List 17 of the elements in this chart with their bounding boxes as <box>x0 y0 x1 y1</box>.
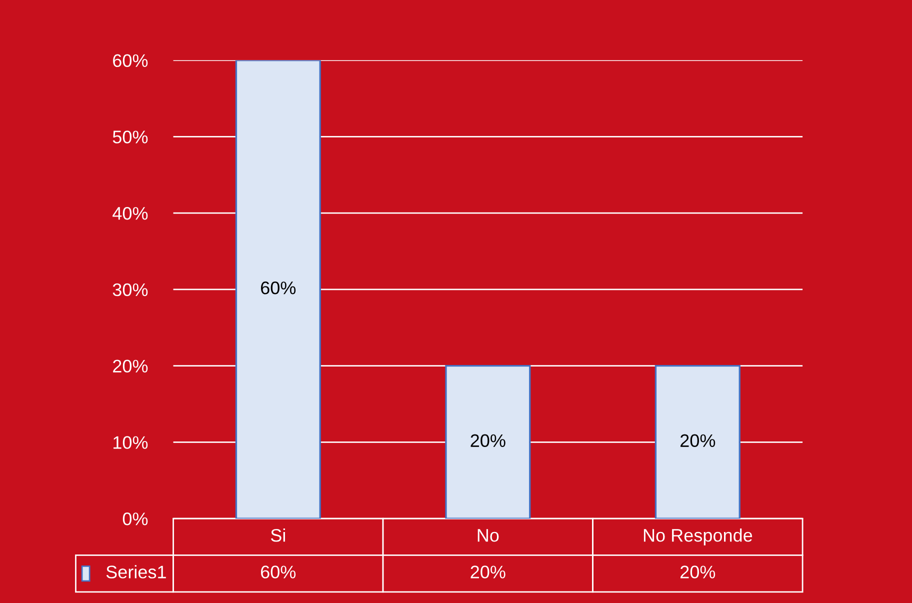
x-tick-label: No <box>478 529 499 542</box>
text: 20% <box>470 434 506 448</box>
y-tick-label: 30% <box>112 283 148 296</box>
y-tick-label: 10% <box>114 436 148 449</box>
legend-label: Series1 <box>106 565 166 578</box>
y-tick-label: 60% <box>113 54 148 68</box>
x-tick-label: No Responde <box>644 528 752 546</box>
y-tick-label: 40% <box>112 206 148 220</box>
text: 60% <box>261 282 296 294</box>
data-label: 20% <box>680 566 716 578</box>
data-label: 20% <box>470 566 506 578</box>
y-tick-label: 50% <box>112 130 148 144</box>
text: 20% <box>680 434 716 448</box>
data-label: 60% <box>261 566 296 578</box>
y-tick-label: 20% <box>113 360 148 373</box>
x-tick-label: Si <box>270 528 285 542</box>
y-tick-label: 0% <box>122 512 148 526</box>
